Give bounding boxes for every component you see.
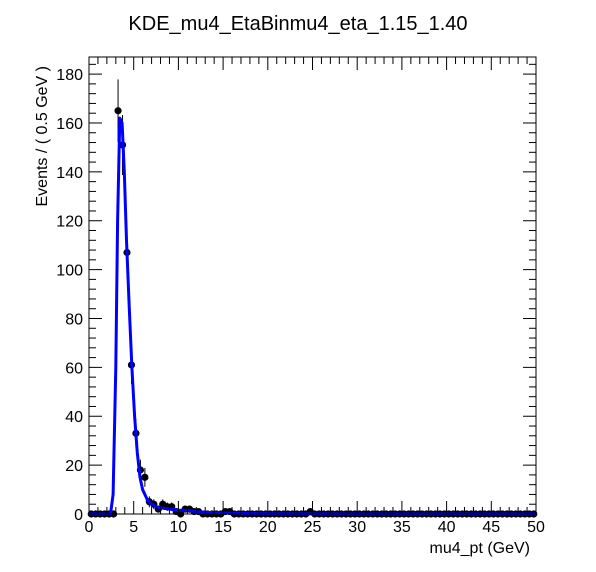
plot-frame	[88, 56, 537, 515]
data-point	[141, 467, 149, 487]
y-tick-label: 100	[56, 263, 83, 280]
x-tick-label: 40	[438, 519, 456, 536]
x-tick-label: 15	[214, 519, 232, 536]
y-tick-label: 20	[65, 458, 83, 475]
y-tick-label: 140	[56, 165, 83, 182]
y-tick-label: 120	[56, 214, 83, 231]
y-tick-label: 60	[65, 360, 83, 377]
axes: 0 5 10 15 20 25 30 35 40 45 50 0 20 40 60 80 100 120 140 16…	[56, 57, 545, 536]
x-tick-label: 20	[259, 519, 277, 536]
y-tick-label: 80	[65, 311, 83, 328]
y-tick-label: 180	[56, 67, 83, 84]
x-tick-label: 5	[129, 519, 138, 536]
x-tick-label: 50	[527, 519, 545, 536]
chart-title: KDE_mu4_EtaBinmu4_eta_1.15_1.40	[128, 13, 467, 35]
x-axis-label: mu4_pt (GeV)	[430, 540, 530, 557]
y-axis-label: Events / ( 0.5 GeV )	[34, 66, 51, 207]
data-marker	[141, 473, 149, 481]
x-tick-label: 0	[85, 519, 94, 536]
x-tick-label: 10	[170, 519, 188, 536]
plot-area	[87, 79, 538, 518]
fit-curve	[89, 116, 536, 516]
y-tick-label: 0	[74, 507, 83, 524]
x-tick-label: 25	[304, 519, 322, 536]
x-tick-label: 35	[393, 519, 411, 536]
y-tick-label: 160	[56, 116, 83, 133]
x-tick-label: 30	[348, 519, 366, 536]
y-tick-label: 40	[65, 409, 83, 426]
x-tick-label: 45	[482, 519, 500, 536]
data-marker	[114, 107, 122, 115]
